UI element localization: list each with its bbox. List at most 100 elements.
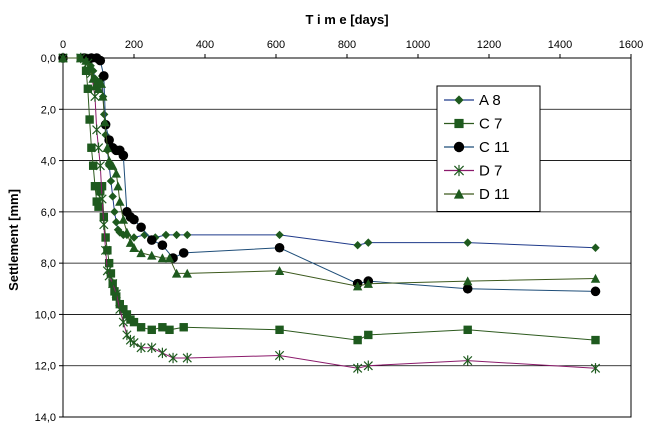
data-point — [591, 335, 600, 345]
y-tick-label: 2,0 — [41, 104, 56, 116]
data-point — [463, 276, 473, 286]
data-point — [83, 84, 93, 93]
x-tick-label: 1400 — [548, 39, 572, 51]
data-point — [179, 323, 188, 332]
data-point — [93, 142, 104, 153]
data-point — [122, 329, 132, 341]
legend-entry: D 11 — [444, 186, 510, 203]
data-point — [84, 63, 95, 73]
data-point — [104, 258, 114, 268]
data-point — [182, 352, 192, 364]
data-point — [129, 214, 139, 225]
data-point — [100, 117, 110, 127]
data-point — [119, 305, 128, 314]
data-point — [136, 342, 146, 353]
y-tick-label: 4,0 — [41, 156, 56, 168]
data-point — [590, 363, 601, 374]
y-tick-label: 12,0 — [35, 361, 56, 373]
data-point — [147, 342, 157, 353]
x-tick-label: 200 — [125, 39, 143, 51]
data-point — [98, 91, 108, 101]
data-point — [106, 176, 116, 186]
x-axis-title: T i m e [days] — [305, 12, 388, 27]
data-point — [76, 53, 86, 63]
data-point — [87, 143, 96, 152]
data-point — [101, 233, 110, 242]
data-point — [100, 245, 111, 256]
data-point — [453, 164, 465, 177]
y-tick-label: 8,0 — [41, 258, 56, 270]
data-point — [165, 325, 174, 335]
data-point — [136, 323, 146, 332]
data-point — [99, 71, 109, 81]
data-point — [104, 155, 114, 165]
data-point — [108, 161, 118, 170]
data-point — [115, 228, 124, 237]
data-point — [591, 243, 600, 252]
data-point — [99, 212, 109, 222]
data-point — [352, 281, 363, 291]
data-point — [92, 197, 101, 206]
legend: A 8 C 7 C 11 D 7 D 11 — [436, 85, 541, 212]
data-point — [454, 118, 464, 129]
data-point — [590, 286, 601, 297]
data-point — [110, 207, 119, 217]
data-point — [454, 95, 464, 105]
data-point — [463, 238, 472, 247]
data-point — [353, 240, 362, 250]
data-point — [113, 181, 123, 191]
data-point — [274, 242, 285, 253]
series-d7 — [58, 52, 601, 374]
data-point — [274, 350, 285, 361]
data-point — [122, 310, 132, 319]
y-axis-ticks: 0,0 2,0 4,0 6,0 8,0 10,0 12,0 14,0 — [35, 53, 63, 424]
legend-label: C 7 — [479, 116, 502, 133]
data-point — [158, 323, 167, 332]
data-point — [99, 219, 109, 230]
data-point — [182, 268, 192, 278]
data-point — [92, 124, 102, 135]
data-point — [96, 78, 107, 88]
legend-entry: A 8 — [444, 92, 501, 109]
y-tick-label: 10,0 — [35, 309, 56, 321]
data-point — [115, 304, 125, 315]
x-axis-ticks: 0 200 400 600 800 1000 1200 1400 1600 — [60, 39, 643, 58]
data-point — [157, 240, 168, 250]
data-point — [85, 115, 94, 124]
data-point — [122, 227, 132, 237]
data-point — [129, 233, 139, 242]
x-tick-label: 400 — [196, 39, 214, 51]
data-point — [90, 182, 100, 191]
data-point — [275, 230, 284, 240]
data-point — [81, 55, 91, 65]
x-tick-label: 1200 — [477, 39, 501, 51]
data-point — [97, 193, 107, 205]
data-point — [274, 266, 285, 276]
series-d11 — [58, 53, 601, 291]
data-point — [97, 182, 107, 191]
data-point — [58, 53, 68, 63]
data-point — [118, 214, 129, 224]
data-point — [147, 250, 157, 260]
legend-entry: C 7 — [444, 116, 502, 133]
data-point — [363, 278, 373, 288]
data-point — [364, 238, 373, 247]
data-point — [164, 253, 175, 263]
data-point — [103, 246, 112, 255]
x-tick-label: 800 — [338, 39, 356, 51]
data-point — [90, 91, 100, 102]
data-point — [115, 196, 125, 206]
data-point — [108, 278, 118, 289]
data-series — [58, 52, 601, 374]
data-point — [161, 230, 171, 240]
data-point — [125, 237, 136, 247]
legend-label: C 11 — [479, 139, 510, 156]
data-point — [88, 161, 98, 170]
data-point — [178, 248, 189, 258]
data-point — [111, 168, 121, 178]
data-point — [147, 325, 156, 335]
data-point — [129, 317, 139, 327]
data-point — [95, 160, 105, 171]
data-point — [353, 335, 362, 345]
